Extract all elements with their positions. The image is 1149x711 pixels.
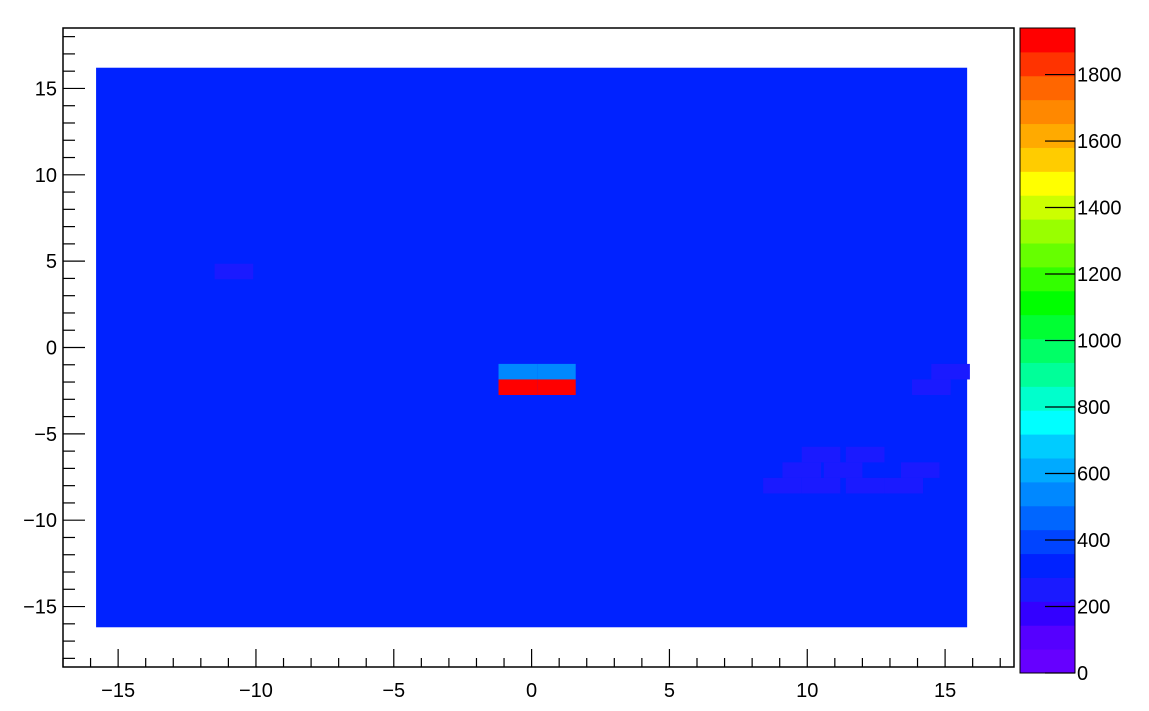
color-scale-label: 1600 — [1077, 131, 1122, 153]
color-scale-segment — [1020, 314, 1075, 340]
color-scale-segment — [1020, 458, 1075, 483]
heatmap-cell — [763, 477, 802, 494]
color-scale-segment — [1020, 123, 1075, 148]
color-scale-label: 1200 — [1077, 264, 1122, 286]
color-scale-segment — [1020, 171, 1075, 196]
color-scale-segment — [1020, 290, 1075, 316]
color-scale-segment — [1020, 51, 1075, 77]
color-scale-segment — [1020, 28, 1075, 53]
heatmap-cell — [823, 462, 863, 478]
color-scale-segment — [1020, 147, 1075, 172]
x-tick-label: 5 — [664, 680, 675, 702]
color-scale-label: 200 — [1077, 597, 1110, 619]
color-scale-segment — [1020, 243, 1075, 268]
color-scale-label: 0 — [1077, 663, 1088, 685]
color-scale-label: 1800 — [1077, 65, 1122, 87]
heatmap-cell — [782, 462, 822, 478]
x-tick-label: −10 — [239, 680, 273, 702]
x-tick-label: 10 — [796, 680, 818, 702]
heatmap-cell — [931, 363, 970, 380]
y-tick-label: 0 — [46, 338, 57, 360]
heatmap-cell — [498, 363, 538, 380]
color-scale-segment — [1020, 219, 1075, 244]
heatmap-cell — [537, 363, 576, 380]
color-scale-segment — [1020, 338, 1075, 363]
y-axis: 15 10 5 0 −5 −10 −15 — [23, 36, 85, 659]
color-scale-segment — [1020, 601, 1075, 626]
heatmap-cell — [884, 477, 924, 494]
y-tick-label: 15 — [35, 78, 57, 100]
color-scale-segment — [1020, 505, 1075, 531]
heatmap-cell — [537, 379, 576, 395]
color-scale-segment — [1020, 577, 1075, 602]
color-scale-segment — [1020, 481, 1075, 507]
color-scale-segment — [1020, 410, 1075, 435]
x-tick-label: −5 — [382, 680, 405, 702]
x-tick-label: 15 — [934, 680, 956, 702]
x-tick-label: −15 — [101, 680, 135, 702]
y-tick-label: 5 — [46, 251, 57, 273]
color-scale-segment — [1020, 434, 1075, 459]
heatmap-cell — [801, 446, 841, 463]
color-scale-bar: 0 200 400 600 800 1000 1200 1400 1600 1800 — [1019, 27, 1122, 685]
heatmap-cell — [912, 379, 951, 395]
color-scale-segment — [1020, 266, 1075, 292]
color-scale-label: 1000 — [1077, 331, 1122, 353]
color-scale-label: 400 — [1077, 530, 1110, 552]
heatmap-cell — [845, 446, 885, 463]
heatmap-cell — [900, 462, 940, 478]
heatmap-cell — [801, 477, 841, 494]
color-scale-segment — [1020, 75, 1075, 101]
color-scale-segment — [1020, 362, 1075, 387]
x-tick-label: 0 — [526, 680, 537, 702]
color-scale-label: 1400 — [1077, 198, 1122, 220]
y-tick-label: 10 — [35, 165, 57, 187]
heatmap-cell — [214, 263, 254, 280]
color-scale-label: 600 — [1077, 464, 1110, 486]
color-scale-segment — [1020, 649, 1075, 674]
y-tick-label: −5 — [34, 424, 57, 446]
y-tick-label: −15 — [23, 597, 57, 619]
color-scale-segment — [1020, 625, 1075, 650]
heatmap-cell — [498, 379, 538, 395]
color-scale-segment — [1020, 99, 1075, 125]
heatmap-cell — [845, 477, 885, 494]
y-tick-label: −10 — [23, 510, 57, 532]
heatmap-background-region — [96, 67, 968, 628]
plot-area — [96, 67, 970, 628]
color-scale-segment — [1020, 529, 1075, 555]
x-axis: −15 −10 −5 0 5 10 15 — [62, 649, 1001, 702]
color-scale-label: 800 — [1077, 397, 1110, 419]
color-scale-segment — [1020, 553, 1075, 578]
